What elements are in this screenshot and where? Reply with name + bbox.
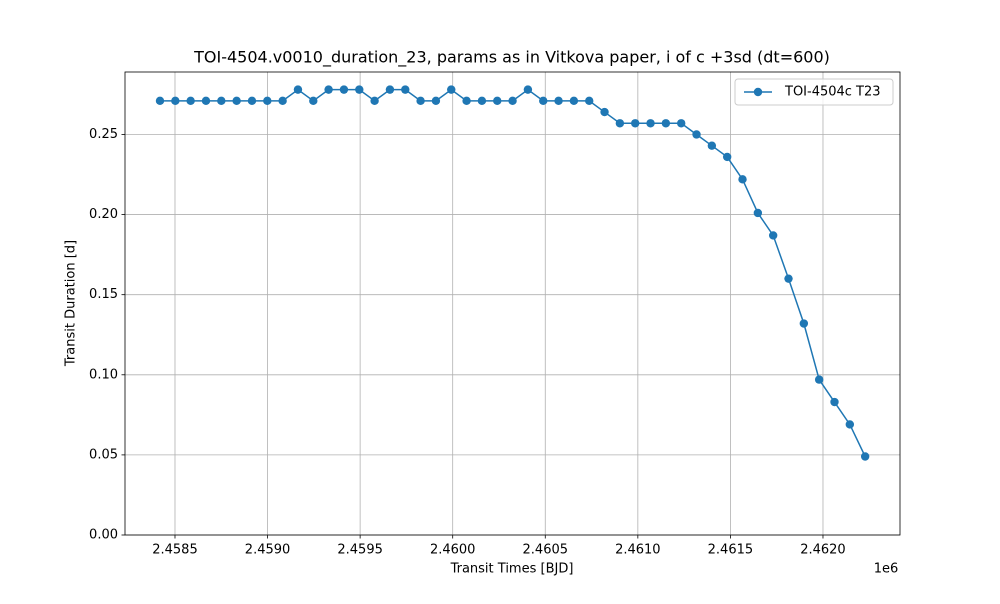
data-point <box>784 274 793 283</box>
data-point <box>201 96 211 106</box>
data-point <box>569 96 579 106</box>
data-point <box>278 96 287 106</box>
legend-marker <box>753 87 763 97</box>
x-tick-label: 2.4620 <box>800 543 846 558</box>
data-point <box>523 85 533 94</box>
data-point <box>217 96 226 106</box>
data-point <box>462 96 471 106</box>
x-tick-label: 2.4585 <box>152 543 198 558</box>
data-point <box>539 96 548 106</box>
data-point <box>339 85 349 94</box>
y-tick-label: 0.10 <box>89 367 118 382</box>
y-tick-label: 0.15 <box>89 287 118 302</box>
data-point <box>171 96 180 106</box>
data-point <box>155 96 165 106</box>
data-point <box>309 96 318 106</box>
y-axis-label: Transit Duration [d] <box>64 240 79 367</box>
data-point <box>477 96 487 106</box>
x-tick-label: 2.4600 <box>430 543 476 558</box>
y-tick-label: 0.25 <box>89 127 118 142</box>
x-tick-label: 2.4590 <box>245 543 291 558</box>
y-tick-label: 0.00 <box>89 528 118 543</box>
data-point <box>293 85 303 94</box>
legend-box <box>734 78 894 106</box>
chart-title: TOI-4504.v0010_duration_23, params as in… <box>193 48 830 68</box>
plot-frame <box>124 71 901 536</box>
data-point <box>431 96 441 106</box>
x-tick-label: 2.4605 <box>523 543 569 558</box>
data-point <box>860 452 870 461</box>
data-point <box>631 119 640 128</box>
x-offset-label: 1e6 <box>874 562 899 577</box>
data-point <box>493 96 502 106</box>
data-point <box>845 420 855 429</box>
data-point <box>830 397 839 407</box>
data-point <box>661 119 671 128</box>
data-point <box>585 96 594 106</box>
data-point <box>799 319 809 328</box>
data-point <box>615 119 625 128</box>
y-tick-label: 0.20 <box>89 207 118 222</box>
x-tick-label: 2.4610 <box>615 543 661 558</box>
data-point <box>355 85 364 94</box>
data-point <box>646 119 655 128</box>
data-point <box>416 96 425 106</box>
y-tick-label: 0.05 <box>89 447 118 462</box>
data-point <box>554 96 563 106</box>
legend-label: TOI-4504c T23 <box>784 85 881 100</box>
x-tick-label: 2.4615 <box>708 543 754 558</box>
data-point <box>508 96 517 106</box>
data-point <box>722 152 732 162</box>
data-point <box>186 96 195 106</box>
data-point <box>447 85 456 94</box>
data-point <box>692 130 701 139</box>
data-point <box>738 175 747 184</box>
x-axis-label: Transit Times [BJD] <box>450 562 574 577</box>
data-point <box>370 96 379 106</box>
data-point <box>401 85 410 94</box>
data-point <box>600 107 609 117</box>
data-point <box>385 85 395 94</box>
data-point <box>247 96 257 106</box>
data-point <box>677 119 686 128</box>
data-point <box>263 96 272 106</box>
data-point <box>753 208 763 218</box>
data-point <box>814 375 824 384</box>
data-point <box>232 96 241 106</box>
data-point <box>324 85 333 94</box>
data-point <box>707 141 717 150</box>
x-tick-label: 2.4595 <box>337 543 383 558</box>
data-point <box>768 231 778 240</box>
